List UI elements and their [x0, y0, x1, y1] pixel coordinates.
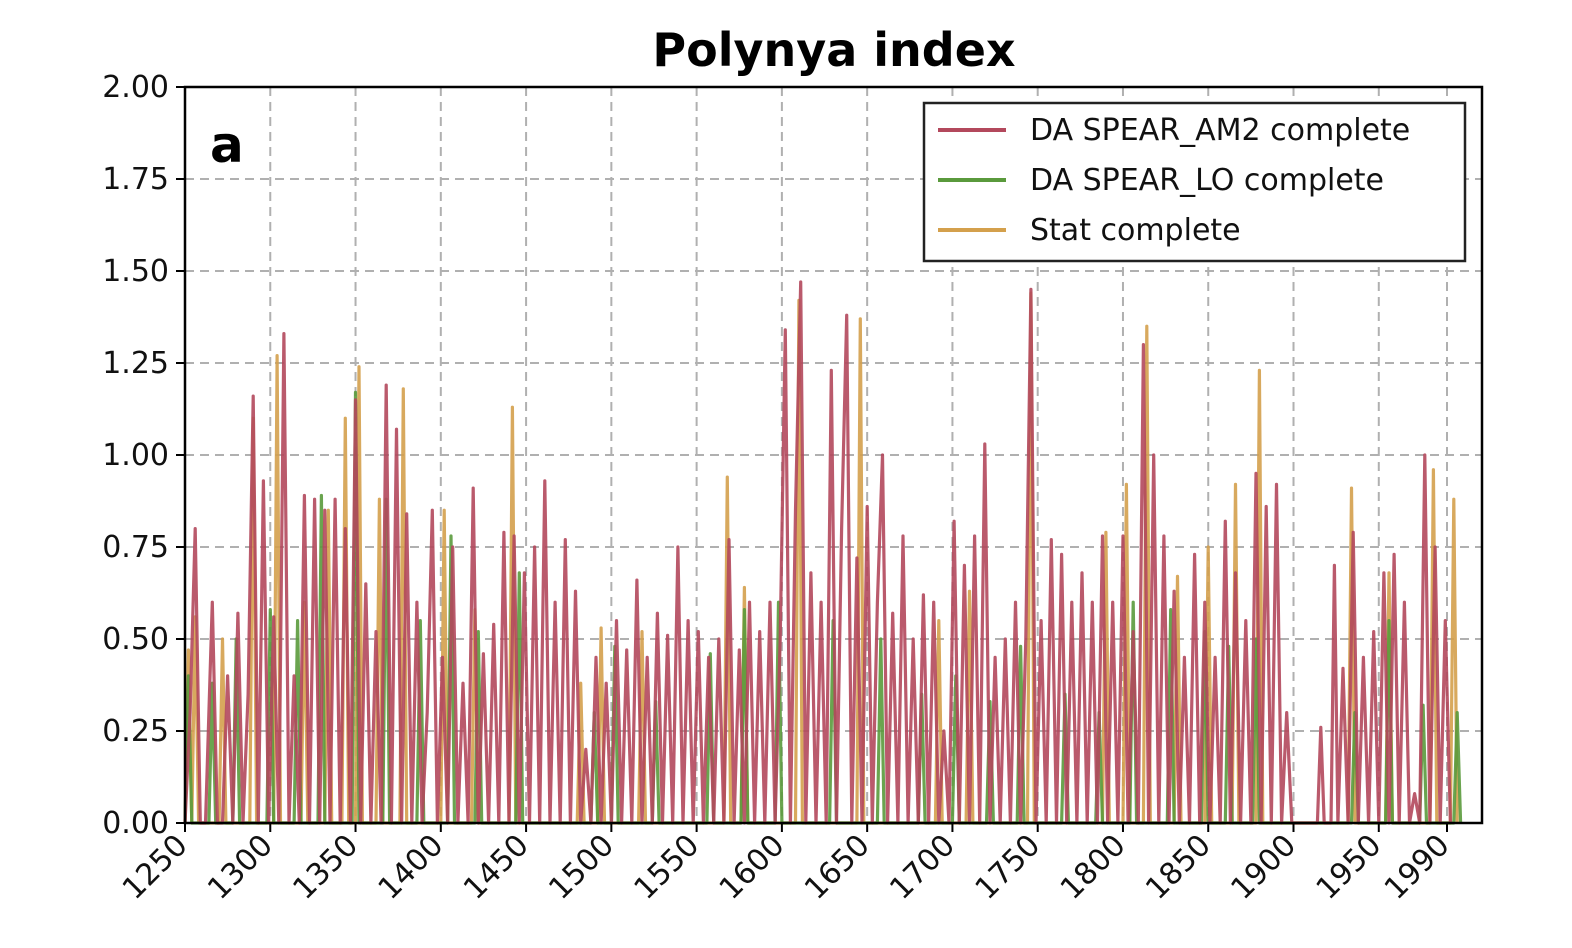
y-axis: 0.00 0.25 0.50 0.75 1.00 1.25 1.50 1.75 2.00 [102, 70, 185, 841]
x-tick-label: 1600 [713, 828, 792, 907]
x-tick-label: 1650 [798, 828, 877, 907]
panel-label: a [210, 116, 244, 174]
legend-box [922, 101, 1467, 263]
x-tick-label: 1850 [1139, 828, 1218, 907]
x-tick-label: 1550 [628, 828, 707, 907]
y-tick-label: 0.25 [102, 714, 169, 749]
x-tick-label: 1350 [286, 828, 365, 907]
y-tick-label: 1.75 [102, 162, 169, 197]
y-tick-label: 1.25 [102, 346, 169, 381]
x-tick-label: 1750 [969, 828, 1048, 907]
x-tick-label: 1450 [457, 828, 536, 907]
y-tick-label: 0.75 [102, 530, 169, 565]
x-tick-label: 1300 [201, 828, 280, 907]
x-tick-label: 1900 [1224, 828, 1303, 907]
y-tick-label: 0.00 [102, 806, 169, 841]
y-tick-label: 1.00 [102, 438, 169, 473]
y-tick-label: 2.00 [102, 70, 169, 105]
legend-label: Stat complete [1030, 213, 1241, 248]
x-axis: 1250 1300 1350 1400 1450 1500 1550 1600 1650 1700… [116, 823, 1457, 907]
x-tick-label: 1990 [1378, 828, 1457, 907]
x-tick-label: 1500 [542, 828, 621, 907]
x-tick-label: 1400 [372, 828, 451, 907]
y-tick-label: 0.50 [102, 622, 169, 657]
y-tick-label: 1.50 [102, 254, 169, 289]
series-line-da-spear-am2-complete [183, 280, 1452, 825]
legend-label: DA SPEAR_AM2 complete [1030, 113, 1410, 148]
x-tick-label: 1700 [883, 828, 962, 907]
x-tick-label: 1950 [1310, 828, 1389, 907]
legend: DA SPEAR_AM2 complete DA SPEAR_LO complet… [922, 101, 1467, 263]
x-tick-label: 1800 [1054, 828, 1133, 907]
chart-title: Polynya index [652, 23, 1015, 77]
legend-label: DA SPEAR_LO complete [1030, 163, 1384, 198]
